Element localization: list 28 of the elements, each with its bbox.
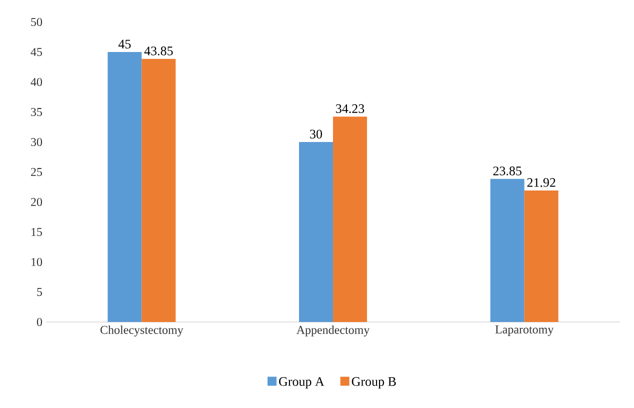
y-tick-label: 45 <box>30 48 42 56</box>
data-label: 21.92 <box>527 178 556 187</box>
y-tick-label: 20 <box>31 198 42 206</box>
y-tick-label: 15 <box>32 228 42 236</box>
legend-label: Group B <box>352 377 396 389</box>
data-label: 43.85 <box>144 46 173 56</box>
bar <box>108 52 142 322</box>
y-tick-label: 50 <box>31 18 42 26</box>
x-tick-label: Appendectomy <box>296 326 370 336</box>
bar <box>524 190 558 322</box>
data-label: 45 <box>118 40 131 48</box>
y-tick-label: 10 <box>32 258 42 266</box>
data-label: 34.23 <box>336 104 364 114</box>
legend-label: Group A <box>279 377 324 389</box>
y-tick-label: 40 <box>30 78 42 86</box>
x-tick-label: Laparotomy <box>495 326 554 336</box>
y-tick-label: 5 <box>37 288 42 296</box>
bar <box>142 58 176 322</box>
y-tick-label: 35 <box>31 108 42 116</box>
data-label: 30 <box>310 130 322 138</box>
x-tick-label: Cholecystectomy <box>100 326 184 336</box>
y-tick-label: 25 <box>31 168 42 176</box>
y-tick-label: 30 <box>31 138 42 146</box>
bar <box>299 142 334 322</box>
y-tick-label: 0 <box>36 318 42 326</box>
bar <box>333 116 368 322</box>
bar <box>490 178 524 322</box>
data-label: 23.85 <box>493 166 522 176</box>
